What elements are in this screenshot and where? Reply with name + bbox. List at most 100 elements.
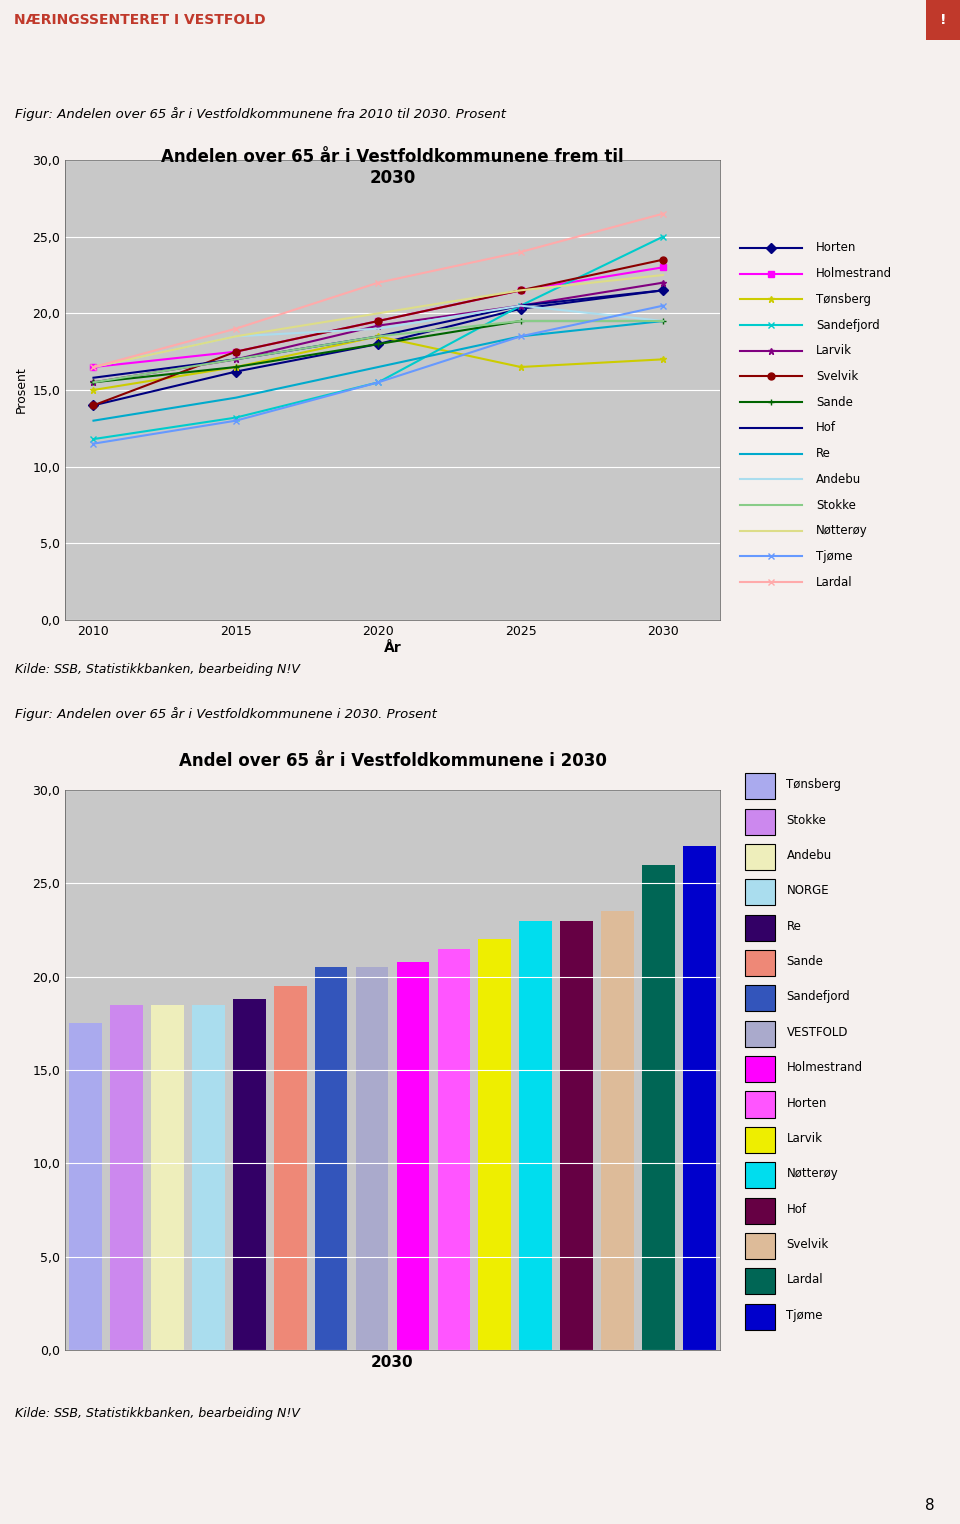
Text: Andebu: Andebu <box>816 472 861 486</box>
Hof <box>658 282 669 300</box>
Re <box>515 328 526 346</box>
Nøtterøy <box>372 305 384 323</box>
FancyBboxPatch shape <box>745 914 775 940</box>
Bar <box>274 986 306 1350</box>
Tønsberg <box>515 358 526 376</box>
Holmestrand <box>87 358 99 376</box>
Svelvik <box>87 396 99 415</box>
Y-axis label: Prosent: Prosent <box>15 367 28 413</box>
Stokke <box>230 351 242 369</box>
Lardal <box>658 204 669 223</box>
Text: Svelvik: Svelvik <box>786 1237 828 1251</box>
Text: Figur: Andelen over 65 år i Vestfoldkommunene fra 2010 til 2030. Prosent: Figur: Andelen over 65 år i Vestfoldkomm… <box>15 107 506 120</box>
Holmestrand <box>658 258 669 276</box>
Larvik <box>87 373 99 392</box>
Text: Andelen over 65 år i Vestfoldkommunene frem til
2030: Andelen over 65 år i Vestfoldkommunene f… <box>161 148 624 187</box>
Line: Horten: Horten <box>90 287 666 408</box>
Text: Lardal: Lardal <box>786 1274 823 1286</box>
Larvik <box>372 317 384 335</box>
Text: Hof: Hof <box>816 421 836 434</box>
Andebu <box>372 320 384 338</box>
Sandefjord <box>87 430 99 448</box>
Andebu <box>230 328 242 346</box>
Bar <box>478 939 512 1350</box>
Tønsberg <box>658 351 669 369</box>
Sande <box>372 335 384 354</box>
Tjøme <box>230 411 242 430</box>
Bar <box>642 864 675 1350</box>
Text: Nøtterøy: Nøtterøy <box>816 524 868 538</box>
Text: Figur: Andelen over 65 år i Vestfoldkommunene i 2030. Prosent: Figur: Andelen over 65 år i Vestfoldkomm… <box>15 707 437 721</box>
Svelvik <box>515 282 526 300</box>
Stokke <box>658 312 669 331</box>
Text: Nøtterøy: Nøtterøy <box>786 1167 838 1180</box>
Line: Larvik: Larvik <box>90 279 666 386</box>
Lardal <box>372 273 384 291</box>
Horten <box>372 335 384 354</box>
Nøtterøy <box>658 265 669 283</box>
Text: Lardal: Lardal <box>816 576 852 588</box>
Hof <box>87 369 99 387</box>
Bar <box>396 962 429 1350</box>
Bar <box>561 920 593 1350</box>
Larvik <box>230 351 242 369</box>
Line: Tjøme: Tjøme <box>90 302 666 447</box>
Text: Horten: Horten <box>816 241 856 255</box>
Bar <box>438 948 470 1350</box>
Horten <box>230 363 242 381</box>
Nøtterøy <box>87 358 99 376</box>
Text: Horten: Horten <box>786 1097 827 1109</box>
Text: Tjøme: Tjøme <box>816 550 852 562</box>
Stokke <box>515 312 526 331</box>
Stokke <box>87 373 99 392</box>
Re <box>230 389 242 407</box>
Text: !: ! <box>940 14 947 27</box>
Tjøme <box>515 328 526 346</box>
Sande <box>658 312 669 331</box>
Line: Holmestrand: Holmestrand <box>90 264 666 370</box>
Horten <box>87 396 99 415</box>
Sandefjord <box>372 373 384 392</box>
Sandefjord <box>230 408 242 427</box>
Holmestrand <box>372 312 384 331</box>
FancyBboxPatch shape <box>745 1198 775 1224</box>
Bar <box>69 1023 102 1350</box>
Text: Larvik: Larvik <box>786 1132 823 1145</box>
Lardal <box>87 358 99 376</box>
Re <box>87 411 99 430</box>
Text: Hof: Hof <box>786 1202 806 1216</box>
Svelvik <box>372 312 384 331</box>
Line: Sande: Sande <box>90 317 666 386</box>
Line: Andebu: Andebu <box>93 306 663 367</box>
Text: Sandefjord: Sandefjord <box>786 991 851 1003</box>
Line: Tønsberg: Tønsberg <box>90 332 666 393</box>
Line: Hof: Hof <box>93 291 663 378</box>
Line: Re: Re <box>93 322 663 421</box>
Andebu <box>87 358 99 376</box>
Re <box>658 312 669 331</box>
Text: 8: 8 <box>924 1498 934 1512</box>
Text: Holmestrand: Holmestrand <box>816 267 892 280</box>
Text: Tønsberg: Tønsberg <box>786 779 842 791</box>
Hof <box>372 328 384 346</box>
Holmestrand <box>515 282 526 300</box>
Re <box>372 358 384 376</box>
Text: NORGE: NORGE <box>786 884 829 898</box>
Text: Tønsberg: Tønsberg <box>816 293 871 306</box>
Tønsberg <box>372 328 384 346</box>
Line: Svelvik: Svelvik <box>90 256 666 408</box>
FancyBboxPatch shape <box>745 1303 775 1330</box>
Text: Holmestrand: Holmestrand <box>786 1061 863 1074</box>
Bar <box>684 846 716 1350</box>
Larvik <box>515 297 526 315</box>
Text: Sandefjord: Sandefjord <box>816 319 880 332</box>
Larvik <box>658 273 669 291</box>
Text: Stokke: Stokke <box>786 814 827 826</box>
FancyBboxPatch shape <box>745 1021 775 1047</box>
Sande <box>87 373 99 392</box>
FancyBboxPatch shape <box>745 1233 775 1259</box>
Line: Lardal: Lardal <box>90 210 666 370</box>
Stokke <box>372 328 384 346</box>
Horten <box>658 282 669 300</box>
Andebu <box>658 312 669 331</box>
